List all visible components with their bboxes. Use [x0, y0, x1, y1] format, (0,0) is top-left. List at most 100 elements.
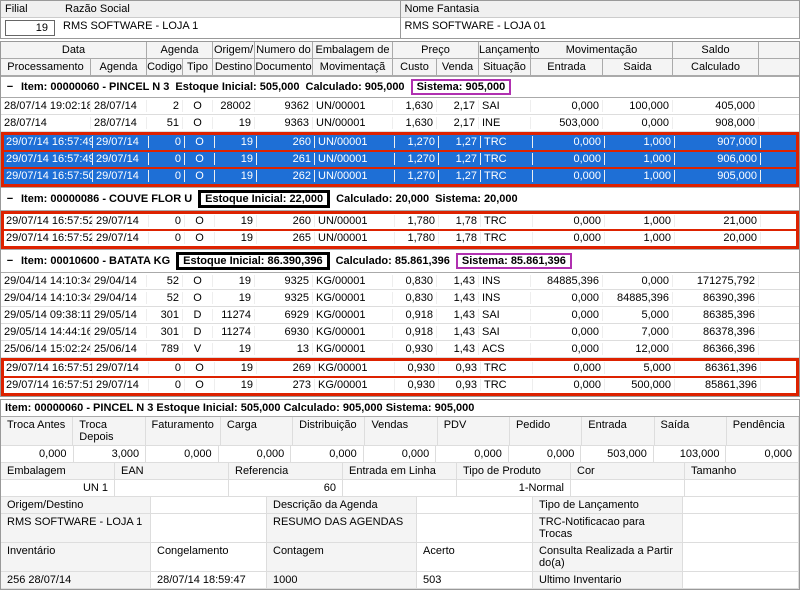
- detail-kv: [151, 514, 267, 542]
- nome-fantasia-label: Nome Fantasia: [405, 3, 480, 15]
- hdr-movimentacao-g[interactable]: Movimentação: [531, 42, 673, 58]
- detail-kv: 503: [417, 572, 533, 588]
- group-estoque: Estoque Inicial: 86.390,396: [176, 252, 329, 270]
- hdr-saida[interactable]: Saida: [603, 59, 673, 75]
- hdr-entrada[interactable]: Entrada: [531, 59, 603, 75]
- table-row[interactable]: 28/07/1428/07/1451O199363UN/000011,6302,…: [1, 115, 799, 132]
- hdr-codigo[interactable]: Codigo: [147, 59, 183, 75]
- cell: 29/07/14: [93, 215, 149, 227]
- hdr-embalagem[interactable]: Embalagem de: [313, 42, 393, 58]
- cell: KG/00001: [315, 362, 395, 374]
- top-header: Filial Razão Social 19 RMS SOFTWARE - LO…: [0, 0, 800, 39]
- table-row[interactable]: 28/07/14 19:02:1828/07/142O280029362UN/0…: [1, 98, 799, 115]
- group-row[interactable]: − Item: 00000060 - PINCEL N 3 Estoque In…: [1, 76, 799, 98]
- hdr-destino[interactable]: Destino: [213, 59, 255, 75]
- cell: 29/07/14 16:57:51: [3, 362, 93, 374]
- cell: 12,000: [603, 343, 673, 355]
- table-row[interactable]: 29/07/14 16:57:5229/07/140O19260UN/00001…: [3, 213, 797, 230]
- cell: TRC: [481, 232, 533, 244]
- cell: 52: [147, 292, 183, 304]
- table-row[interactable]: 29/07/14 16:57:4929/07/140O19261UN/00001…: [3, 151, 797, 168]
- hdr-custo[interactable]: Custo: [393, 59, 437, 75]
- detail-kv: Consulta Realizada a Partir do(a): [533, 543, 683, 571]
- hdr-tipo[interactable]: Tipo: [183, 59, 213, 75]
- cell: 0,918: [393, 309, 437, 321]
- table-row[interactable]: 25/06/14 15:02:2425/06/14789V1913KG/0000…: [1, 341, 799, 358]
- cell: 29/05/14: [91, 326, 147, 338]
- collapse-icon[interactable]: −: [5, 81, 15, 93]
- cell: D: [183, 326, 213, 338]
- cell: 0: [149, 215, 185, 227]
- cell: 0,000: [531, 326, 603, 338]
- group-sistema: Sistema: 20,000: [435, 193, 518, 205]
- hdr-agenda-g[interactable]: Agenda: [147, 42, 213, 58]
- table-row[interactable]: 29/05/14 14:44:1629/05/14301D112746930KG…: [1, 324, 799, 341]
- hdr-movimentacao[interactable]: Movimentaçã: [313, 59, 393, 75]
- hdr-situacao[interactable]: Situação: [479, 59, 531, 75]
- group-sistema: Sistema: 85.861,396: [456, 253, 572, 269]
- hdr-saldo[interactable]: Saldo: [673, 42, 759, 58]
- table-row[interactable]: 29/07/14 16:57:5229/07/140O19265UN/00001…: [3, 230, 797, 247]
- table-row[interactable]: 29/04/14 14:10:3429/04/1452O199325KG/000…: [1, 273, 799, 290]
- cell: 51: [147, 117, 183, 129]
- cell: 171275,792: [673, 275, 759, 287]
- cell: O: [185, 215, 215, 227]
- hdr-venda[interactable]: Venda: [437, 59, 479, 75]
- cell: O: [183, 117, 213, 129]
- detail-kv: RESUMO DAS AGENDAS: [267, 514, 417, 542]
- table-row[interactable]: 29/07/14 16:57:5129/07/140O19269KG/00001…: [3, 360, 797, 377]
- cell: 1,43: [437, 343, 479, 355]
- cell: KG/00001: [313, 275, 393, 287]
- cell: O: [183, 100, 213, 112]
- cell: 0,93: [439, 379, 481, 391]
- detail-value: 0,000: [726, 446, 799, 462]
- table-row[interactable]: 29/07/14 16:57:5029/07/140O19262UN/00001…: [3, 168, 797, 185]
- detail-kv: [151, 497, 267, 513]
- hdr-documento[interactable]: Documento: [255, 59, 313, 75]
- cell: 86366,396: [673, 343, 759, 355]
- group-row[interactable]: − Item: 00000086 - COUVE FLOR U Estoque …: [1, 187, 799, 211]
- detail-kv: Descrição da Agenda: [267, 497, 417, 513]
- cell: 1,000: [605, 215, 675, 227]
- detail-label: EAN: [115, 463, 229, 479]
- group-row[interactable]: − Item: 00010600 - BATATA KG Estoque Ini…: [1, 249, 799, 273]
- cell: 1,270: [395, 153, 439, 165]
- cell: 1,000: [605, 153, 675, 165]
- cell: 19: [215, 153, 257, 165]
- hdr-proc[interactable]: Processamento: [1, 59, 91, 75]
- table-row[interactable]: 29/05/14 09:38:1129/05/14301D112746929KG…: [1, 307, 799, 324]
- hdr-calculado[interactable]: Calculado: [673, 59, 759, 75]
- detail-label: Pedido: [510, 417, 582, 445]
- hdr-lancamento[interactable]: Lançamento: [479, 42, 531, 58]
- cell: 0: [149, 232, 185, 244]
- cell: 19: [215, 362, 257, 374]
- cell: INE: [479, 117, 531, 129]
- hdr-data[interactable]: Data: [1, 42, 147, 58]
- cell: 84885,396: [531, 275, 603, 287]
- cell: 19: [215, 170, 257, 182]
- detail-label: PDV: [438, 417, 510, 445]
- table-row[interactable]: 29/07/14 16:57:4929/07/140O19260UN/00001…: [3, 134, 797, 151]
- cell: 11274: [213, 326, 255, 338]
- detail-kv: Contagem: [267, 543, 417, 571]
- hdr-origem[interactable]: Origem/: [213, 42, 255, 58]
- hdr-preco[interactable]: Preço: [393, 42, 479, 58]
- collapse-icon[interactable]: −: [5, 193, 15, 205]
- cell: 1,780: [395, 215, 439, 227]
- cell: 1,000: [605, 170, 675, 182]
- table-row[interactable]: 29/04/14 14:10:3429/04/1452O199325KG/000…: [1, 290, 799, 307]
- hdr-numero[interactable]: Numero do: [255, 42, 313, 58]
- table-row[interactable]: 29/07/14 16:57:5129/07/140O19273KG/00001…: [3, 377, 797, 394]
- filial-label: Filial: [5, 3, 65, 15]
- detail-value: 503,000: [581, 446, 654, 462]
- cell: 0,000: [533, 362, 605, 374]
- detail-label: Referencia: [229, 463, 343, 479]
- cell: 0,000: [531, 292, 603, 304]
- cell: 1,43: [437, 292, 479, 304]
- hdr-agenda[interactable]: Agenda: [91, 59, 147, 75]
- cell: 1,630: [393, 100, 437, 112]
- cell: 9325: [255, 292, 313, 304]
- collapse-icon[interactable]: −: [5, 255, 15, 267]
- cell: 301: [147, 309, 183, 321]
- cell: 0,000: [603, 117, 673, 129]
